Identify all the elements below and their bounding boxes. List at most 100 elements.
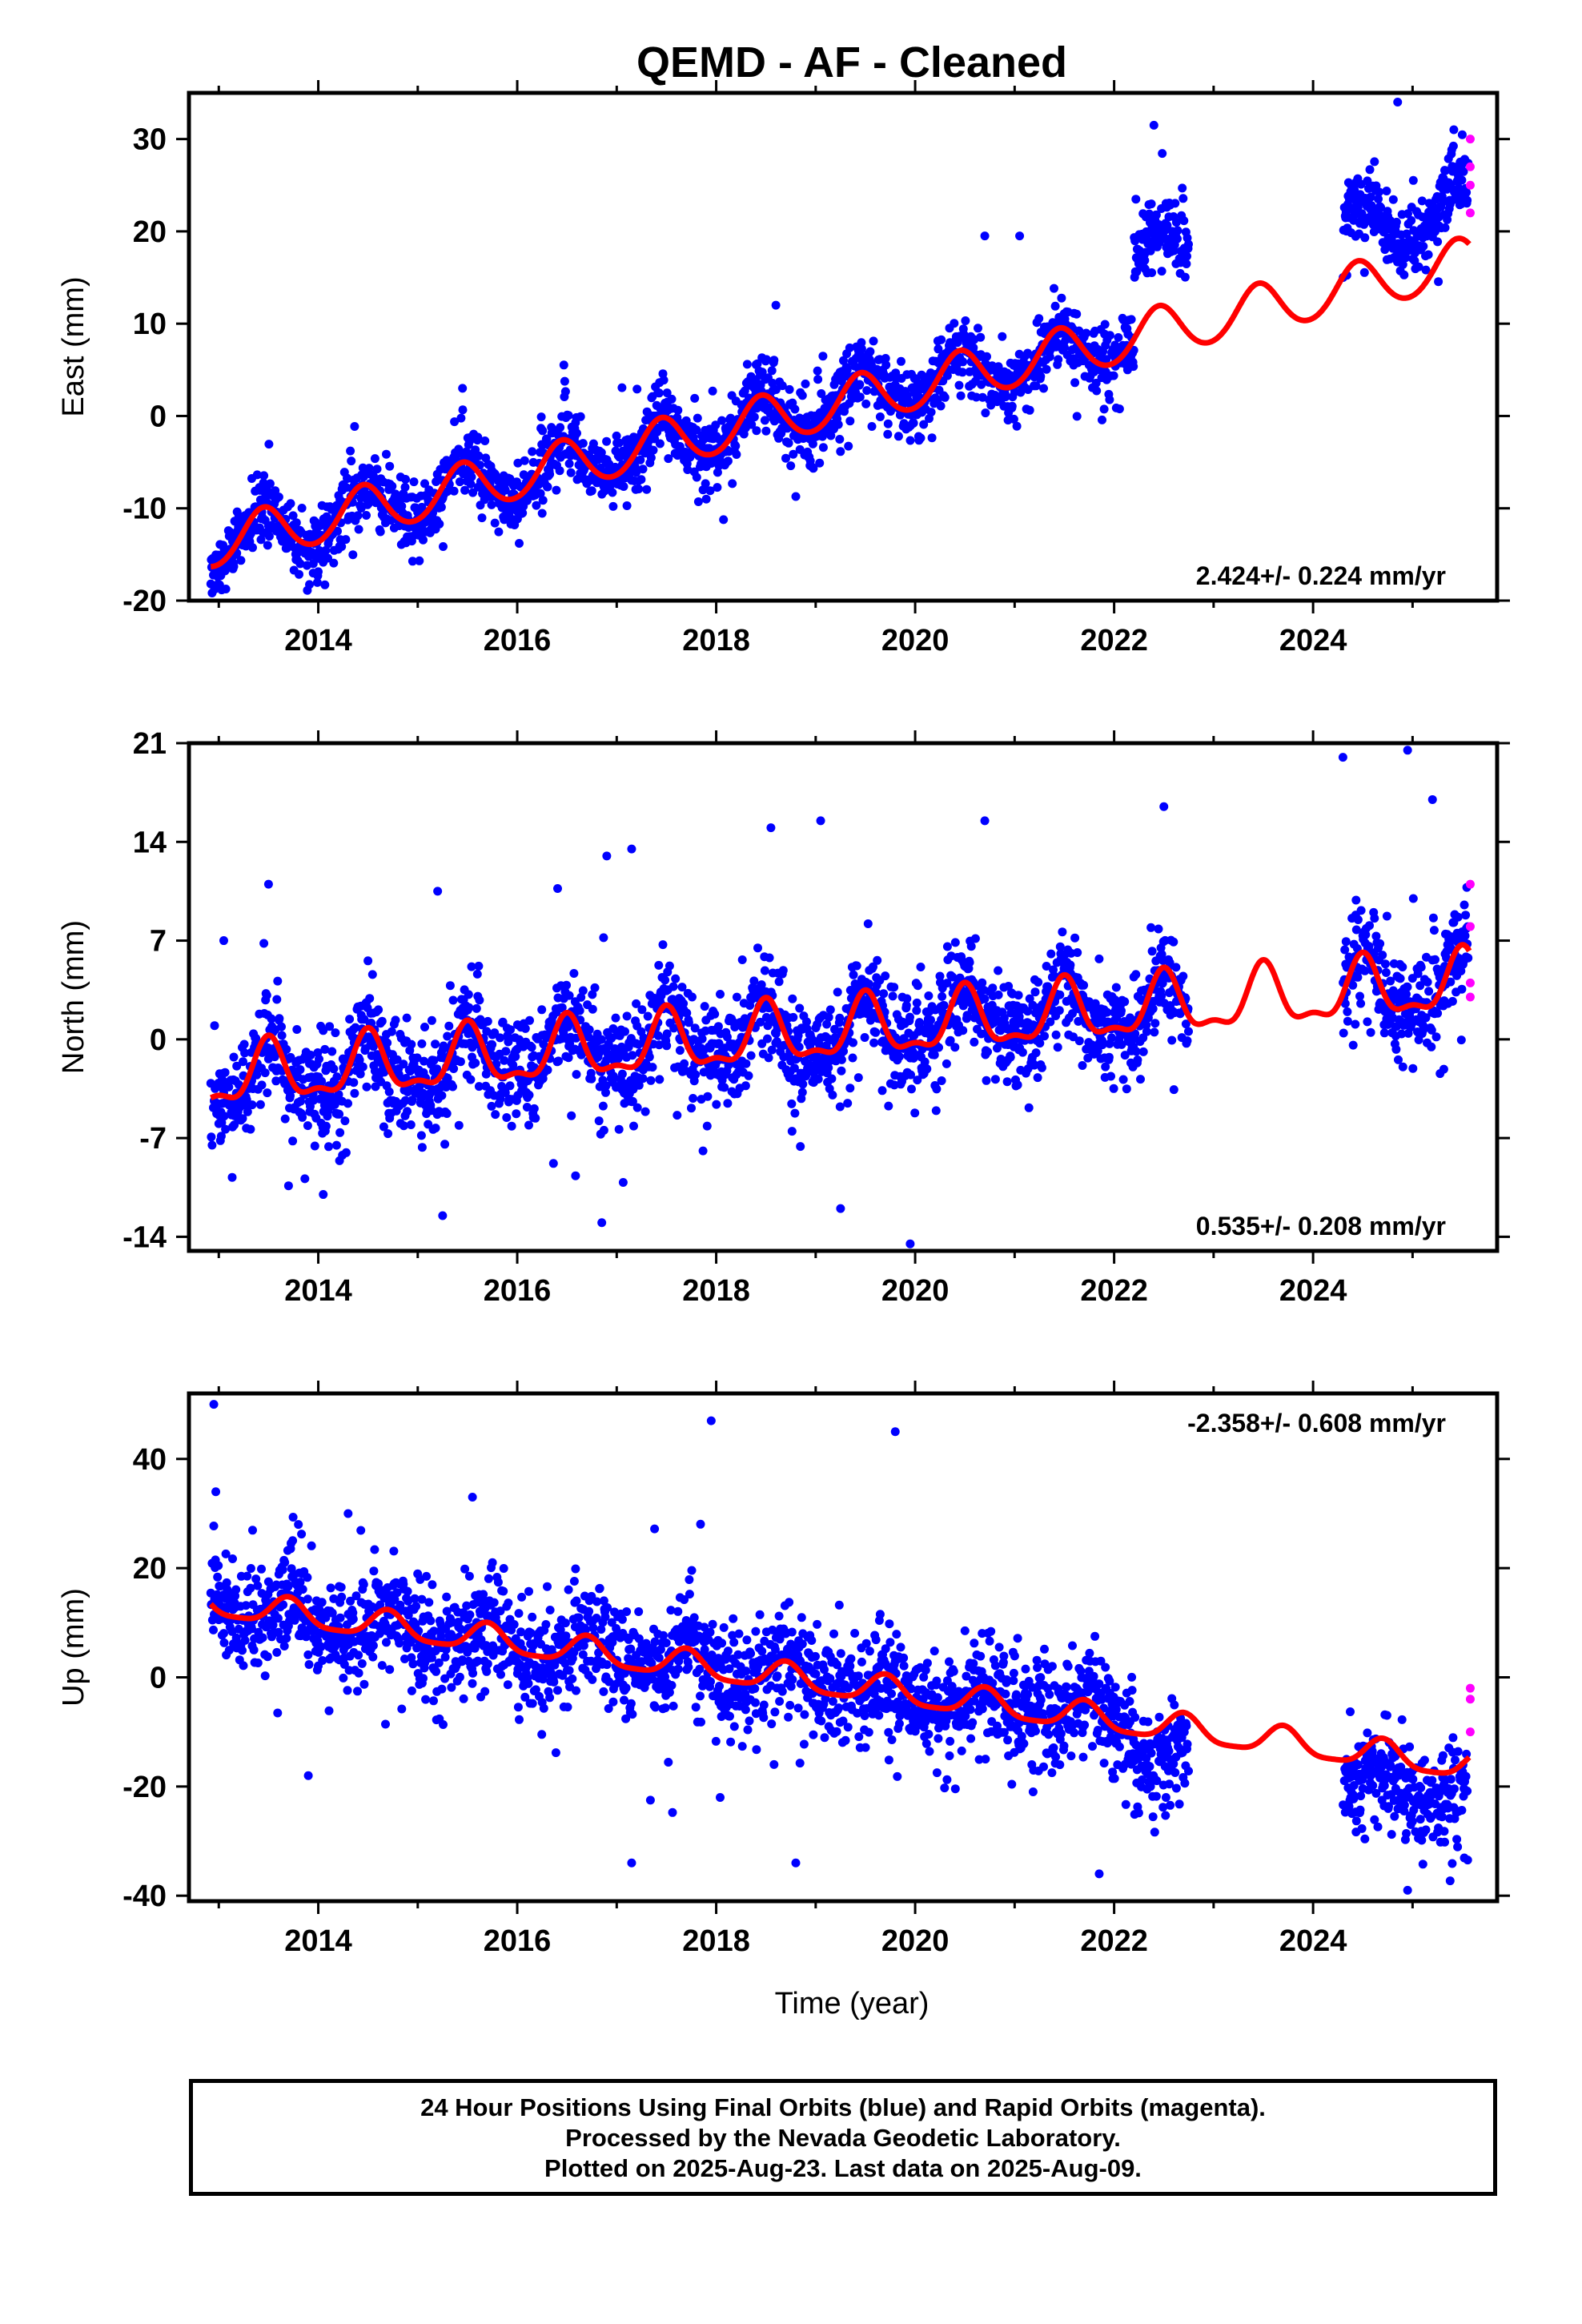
final-orbit-point xyxy=(560,376,569,386)
final-orbit-point xyxy=(930,1050,939,1059)
final-orbit-point xyxy=(835,1102,845,1112)
final-orbit-point xyxy=(691,1070,701,1080)
final-orbit-point xyxy=(976,332,986,342)
final-orbit-point xyxy=(543,1065,552,1075)
final-orbit-point xyxy=(346,446,355,456)
final-orbit-point xyxy=(862,386,872,396)
final-orbit-point xyxy=(711,420,721,430)
final-orbit-point xyxy=(1343,1007,1352,1016)
final-orbit-point xyxy=(1110,340,1120,350)
final-orbit-point xyxy=(1401,253,1411,263)
final-orbit-point xyxy=(654,960,664,970)
final-orbit-point xyxy=(365,994,375,1003)
final-orbit-point xyxy=(513,458,523,468)
final-orbit-point xyxy=(1170,199,1180,208)
final-orbit-point xyxy=(1091,378,1101,388)
final-orbit-point xyxy=(785,384,794,394)
final-orbit-point xyxy=(1399,270,1409,279)
final-orbit-point xyxy=(853,1073,863,1083)
final-orbit-point xyxy=(229,1052,239,1062)
final-orbit-point xyxy=(869,1038,879,1047)
final-orbit-point xyxy=(264,440,274,449)
final-orbit-point xyxy=(1419,242,1428,251)
final-orbit-point xyxy=(536,489,545,498)
final-orbit-point xyxy=(494,527,504,537)
final-orbit-point xyxy=(286,499,295,509)
final-orbit-point xyxy=(556,423,565,432)
final-orbit-point xyxy=(827,1074,837,1084)
final-orbit-point xyxy=(502,1113,512,1122)
final-orbit-point xyxy=(614,1124,624,1134)
final-orbit-point xyxy=(259,471,269,480)
final-orbit-point xyxy=(1094,954,1104,963)
final-orbit-point xyxy=(716,990,725,999)
final-orbit-point xyxy=(490,518,500,528)
final-orbit-point xyxy=(445,981,455,991)
final-orbit-point xyxy=(272,1647,282,1657)
final-orbit-point xyxy=(934,344,943,354)
final-orbit-point xyxy=(637,1005,647,1015)
final-orbit-point xyxy=(431,1124,440,1133)
final-orbit-point xyxy=(669,982,678,991)
x-tick-label: 2018 xyxy=(682,624,750,657)
final-orbit-point xyxy=(400,482,410,492)
final-orbit-point xyxy=(760,416,769,425)
final-orbit-point xyxy=(1184,239,1193,249)
final-orbit-point xyxy=(438,1211,448,1220)
final-orbit-point xyxy=(295,569,303,579)
final-orbit-point xyxy=(1351,895,1361,905)
x-tick-label: 2016 xyxy=(484,624,552,657)
final-orbit-point xyxy=(902,994,912,1003)
final-orbit-point xyxy=(710,1009,720,1019)
final-orbit-point xyxy=(1036,372,1046,381)
final-orbit-point xyxy=(263,879,273,889)
rapid-orbit-point xyxy=(1465,208,1475,218)
final-orbit-point xyxy=(1403,983,1412,991)
final-orbit-point xyxy=(439,542,448,551)
final-orbit-point xyxy=(617,1069,627,1079)
y-tick-label: -7 xyxy=(139,1122,167,1156)
chart-title: QEMD - AF - Cleaned xyxy=(636,38,1067,86)
final-orbit-point xyxy=(919,420,929,429)
final-orbit-point xyxy=(1370,914,1379,923)
final-orbit-point xyxy=(487,1101,496,1111)
final-orbit-point xyxy=(954,380,964,390)
final-orbit-point xyxy=(248,543,257,553)
final-orbit-point xyxy=(1146,246,1155,255)
final-orbit-point xyxy=(247,1100,257,1110)
final-orbit-point xyxy=(1131,970,1141,979)
y-tick-label: 21 xyxy=(133,727,167,761)
final-orbit-point xyxy=(329,1064,339,1074)
final-orbit-point xyxy=(308,559,318,569)
final-orbit-point xyxy=(383,1038,392,1047)
final-orbit-point xyxy=(472,969,482,979)
final-orbit-point xyxy=(857,338,866,348)
final-orbit-point xyxy=(732,450,741,459)
final-orbit-point xyxy=(673,1111,682,1120)
final-orbit-point xyxy=(391,1015,400,1025)
final-orbit-point xyxy=(1040,1031,1049,1041)
final-orbit-point xyxy=(646,453,656,463)
final-orbit-point xyxy=(1147,947,1157,956)
final-orbit-point xyxy=(897,356,905,366)
final-orbit-point xyxy=(636,475,646,485)
final-orbit-point xyxy=(1054,1006,1064,1015)
final-orbit-point xyxy=(958,357,968,367)
final-orbit-point xyxy=(717,416,727,425)
final-orbit-point xyxy=(569,969,579,978)
final-orbit-point xyxy=(280,1558,290,1567)
final-orbit-point xyxy=(214,1561,223,1570)
final-orbit-point xyxy=(1169,937,1178,947)
final-orbit-point xyxy=(207,1132,216,1142)
final-orbit-point xyxy=(507,1121,516,1131)
final-orbit-point xyxy=(855,392,865,402)
final-orbit-point xyxy=(797,391,807,400)
final-orbit-point xyxy=(1173,234,1182,243)
final-orbit-point xyxy=(257,1080,267,1090)
final-orbit-point xyxy=(796,1142,805,1152)
final-orbit-point xyxy=(317,1076,327,1086)
final-orbit-point xyxy=(1126,315,1136,324)
final-orbit-point xyxy=(788,994,797,1003)
final-orbit-point xyxy=(1117,1006,1126,1015)
final-orbit-point xyxy=(1440,223,1450,232)
